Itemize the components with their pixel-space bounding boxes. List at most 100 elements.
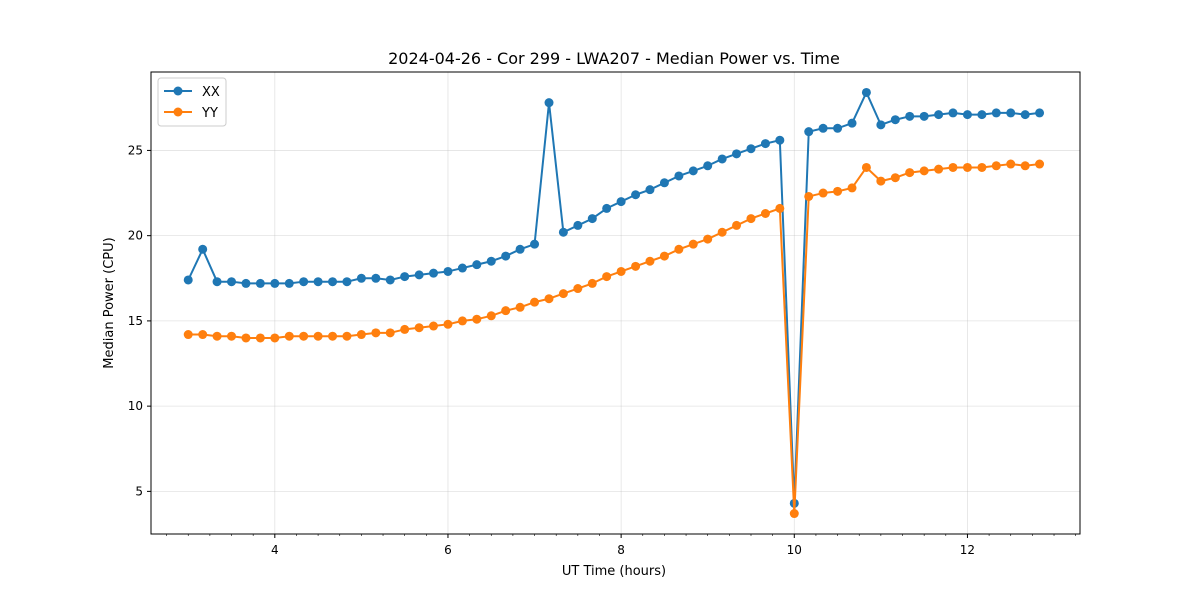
data-point-yy bbox=[385, 328, 395, 338]
data-point-yy bbox=[934, 164, 944, 174]
series-xx bbox=[183, 87, 1045, 508]
data-point-yy bbox=[962, 162, 972, 172]
data-point-xx bbox=[760, 139, 770, 149]
data-point-yy bbox=[443, 319, 453, 329]
data-point-yy bbox=[659, 251, 669, 261]
data-point-xx bbox=[400, 272, 410, 282]
data-point-yy bbox=[789, 509, 799, 519]
data-point-yy bbox=[270, 333, 280, 343]
data-point-yy bbox=[688, 239, 698, 249]
data-point-xx bbox=[385, 275, 395, 285]
series-line-xx bbox=[187, 91, 1040, 505]
data-point-xx bbox=[674, 171, 684, 181]
data-point-yy bbox=[255, 333, 265, 343]
data-point-yy bbox=[876, 176, 886, 186]
data-point-yy bbox=[775, 203, 785, 213]
data-point-xx bbox=[270, 278, 280, 288]
grid bbox=[151, 72, 1080, 534]
x-axis-label: UT Time (hours) bbox=[562, 564, 666, 579]
data-point-yy bbox=[890, 173, 900, 183]
data-point-xx bbox=[962, 110, 972, 120]
data-point-xx bbox=[833, 123, 843, 133]
legend-marker-xx bbox=[173, 86, 183, 96]
data-point-yy bbox=[674, 244, 684, 254]
data-point-xx bbox=[530, 239, 540, 249]
data-point-xx bbox=[703, 161, 713, 171]
data-point-yy bbox=[472, 314, 482, 324]
data-point-yy bbox=[645, 256, 655, 266]
data-point-xx bbox=[876, 120, 886, 130]
y-tick-label: 5 bbox=[135, 484, 143, 498]
data-point-yy bbox=[429, 321, 439, 331]
data-point-xx bbox=[227, 277, 237, 287]
data-point-xx bbox=[356, 273, 366, 283]
data-point-xx bbox=[486, 256, 496, 266]
data-point-yy bbox=[342, 331, 352, 341]
x-tick-label: 12 bbox=[960, 543, 975, 557]
series-layer bbox=[183, 87, 1045, 519]
data-point-xx bbox=[659, 178, 669, 188]
y-axis: 5 10 15 20 25 bbox=[128, 143, 151, 498]
data-point-yy bbox=[573, 284, 583, 294]
data-point-xx bbox=[991, 108, 1001, 118]
y-axis-label: Median Power (CPU) bbox=[102, 237, 117, 368]
data-point-xx bbox=[775, 135, 785, 145]
data-point-xx bbox=[443, 266, 453, 276]
data-point-yy bbox=[241, 333, 251, 343]
data-point-xx bbox=[255, 278, 265, 288]
data-point-xx bbox=[472, 260, 482, 270]
x-tick-label: 8 bbox=[617, 543, 625, 557]
data-point-xx bbox=[616, 197, 626, 207]
data-point-yy bbox=[919, 166, 929, 176]
data-point-xx bbox=[948, 108, 958, 118]
data-point-yy bbox=[183, 330, 193, 340]
data-point-xx bbox=[631, 190, 641, 200]
data-point-yy bbox=[501, 306, 511, 316]
data-point-yy bbox=[544, 294, 554, 304]
data-point-xx bbox=[977, 110, 987, 120]
data-point-xx bbox=[313, 277, 323, 287]
legend-label-yy: YY bbox=[201, 106, 218, 121]
data-point-xx bbox=[501, 251, 511, 261]
data-point-yy bbox=[948, 162, 958, 172]
data-point-xx bbox=[429, 268, 439, 278]
data-point-xx bbox=[544, 98, 554, 108]
data-point-yy bbox=[558, 289, 568, 299]
data-point-yy bbox=[356, 330, 366, 340]
y-tick-label: 20 bbox=[128, 229, 143, 243]
legend-label-xx: XX bbox=[202, 85, 220, 100]
data-point-xx bbox=[241, 278, 251, 288]
data-point-yy bbox=[818, 188, 828, 198]
data-point-yy bbox=[328, 331, 338, 341]
data-point-xx bbox=[746, 144, 756, 154]
data-point-xx bbox=[328, 277, 338, 287]
data-point-yy bbox=[833, 186, 843, 196]
data-point-xx bbox=[414, 270, 424, 280]
y-tick-label: 10 bbox=[128, 399, 143, 413]
data-point-yy bbox=[227, 331, 237, 341]
data-point-xx bbox=[198, 244, 208, 254]
data-point-xx bbox=[284, 278, 294, 288]
data-point-xx bbox=[342, 277, 352, 287]
data-point-xx bbox=[717, 154, 727, 164]
data-point-yy bbox=[905, 168, 915, 178]
data-point-xx bbox=[732, 149, 742, 159]
series-yy bbox=[183, 159, 1045, 519]
data-point-yy bbox=[631, 261, 641, 271]
data-point-xx bbox=[183, 275, 193, 285]
data-point-yy bbox=[732, 220, 742, 230]
data-point-xx bbox=[371, 273, 381, 283]
data-point-yy bbox=[1020, 161, 1030, 171]
data-point-yy bbox=[847, 183, 857, 193]
data-point-xx bbox=[818, 123, 828, 133]
data-point-yy bbox=[717, 227, 727, 237]
data-point-yy bbox=[746, 214, 756, 224]
data-point-yy bbox=[486, 311, 496, 321]
data-point-yy bbox=[284, 331, 294, 341]
data-point-yy bbox=[991, 161, 1001, 171]
x-tick-label: 6 bbox=[444, 543, 452, 557]
data-point-yy bbox=[198, 330, 208, 340]
data-point-yy bbox=[313, 331, 323, 341]
chart-title: 2024-04-26 - Cor 299 - LWA207 - Median P… bbox=[388, 49, 840, 68]
